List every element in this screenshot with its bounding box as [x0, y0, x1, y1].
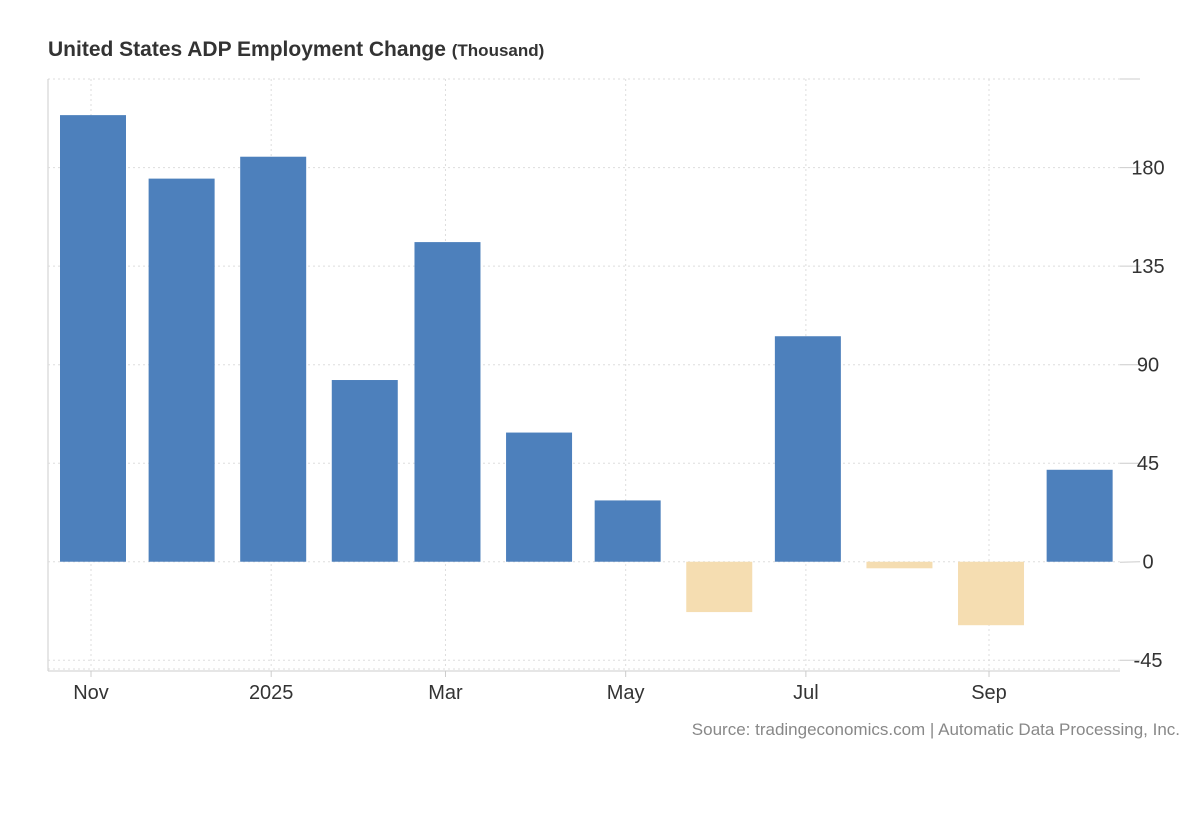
y-axis-tick [1119, 561, 1141, 563]
bar-2024-11 [60, 115, 126, 562]
bar-2024-12 [148, 178, 215, 562]
y-tick-label: 45 [1137, 453, 1159, 475]
bar-2025-06 [686, 561, 753, 613]
x-tick-label: Nov [73, 682, 109, 704]
bar-2025-05 [594, 500, 661, 562]
bar-2025-01 [240, 156, 307, 562]
x-tick-label: May [607, 682, 645, 704]
bar-2025-03 [414, 242, 481, 562]
x-tick-label: Mar [428, 682, 463, 704]
title-text: United States ADP Employment Change [48, 38, 446, 61]
source-note: Source: tradingeconomics.com | Automatic… [691, 720, 1180, 739]
y-tick-label: 180 [1131, 158, 1164, 180]
bar-2025-07 [774, 336, 841, 562]
title-unit: (Thousand) [451, 41, 545, 60]
y-tick-label: 0 [1142, 552, 1153, 574]
x-tick-label: 2025 [249, 682, 294, 704]
bar-2025-09 [958, 561, 1025, 626]
y-tick-label: 90 [1137, 355, 1159, 377]
bar-2025-10 [1046, 469, 1113, 562]
x-tick-label: Sep [971, 682, 1007, 704]
bar-2025-08 [866, 561, 933, 569]
x-tick-label: Jul [793, 682, 819, 704]
y-tick-label: 135 [1131, 256, 1164, 278]
bar-2025-04 [506, 432, 573, 562]
chart-title: United States ADP Employment Change (Tho… [48, 38, 544, 62]
y-tick-label: -45 [1134, 650, 1163, 672]
bar-2025-02 [331, 380, 398, 562]
